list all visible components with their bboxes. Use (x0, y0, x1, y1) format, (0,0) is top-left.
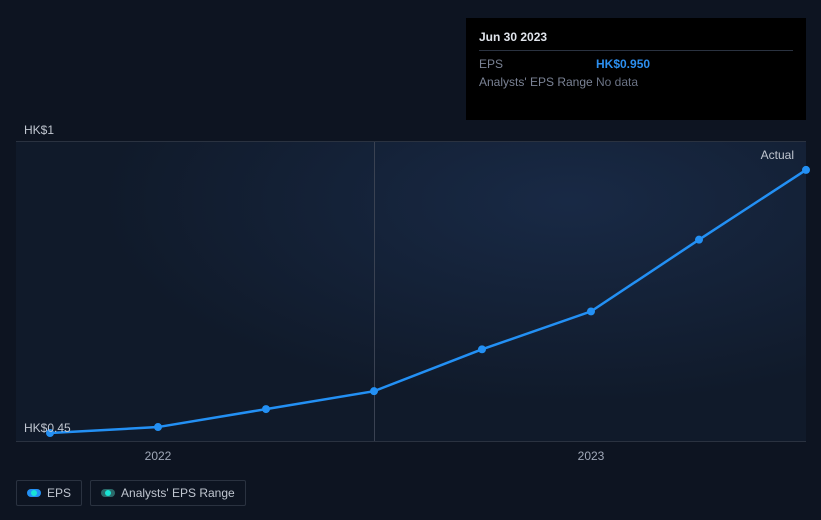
tooltip-value: HK$0.950 (596, 57, 650, 71)
x-axis-label: 2022 (145, 449, 172, 463)
y-axis-label-bottom: HK$0.45 (24, 421, 71, 435)
tooltip-label: EPS (479, 57, 596, 71)
tooltip-label: Analysts' EPS Range (479, 75, 596, 89)
chart-container: Jun 30 2023 EPSHK$0.950Analysts' EPS Ran… (0, 0, 821, 520)
chart-tooltip: Jun 30 2023 EPSHK$0.950Analysts' EPS Ran… (466, 18, 806, 120)
tooltip-row: EPSHK$0.950 (479, 55, 793, 73)
line-chart-svg (16, 142, 806, 441)
tooltip-row: Analysts' EPS RangeNo data (479, 73, 793, 91)
x-axis-label: 2023 (578, 449, 605, 463)
legend-swatch-icon (101, 489, 115, 497)
legend-swatch-icon (27, 489, 41, 497)
legend-label: EPS (47, 486, 71, 500)
chart-plot-area[interactable]: Actual HK$0.45 (16, 142, 806, 442)
y-axis-label-top: HK$1 (24, 123, 54, 137)
chart-legend: EPS Analysts' EPS Range (16, 480, 246, 506)
legend-item-eps[interactable]: EPS (16, 480, 82, 506)
tooltip-value: No data (596, 75, 638, 89)
tooltip-date: Jun 30 2023 (479, 27, 793, 51)
legend-item-analysts-range[interactable]: Analysts' EPS Range (90, 480, 246, 506)
legend-label: Analysts' EPS Range (121, 486, 235, 500)
